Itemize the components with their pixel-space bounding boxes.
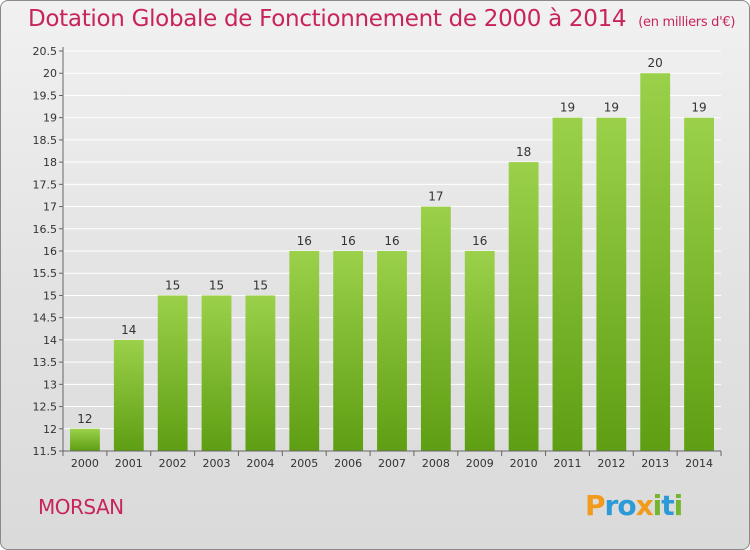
value-label: 20 (648, 56, 663, 70)
y-tick-label: 12.5 (33, 401, 58, 414)
value-label: 12 (77, 412, 92, 426)
value-label: 14 (121, 323, 136, 337)
bar (245, 295, 276, 451)
value-label: 15 (165, 278, 180, 292)
bar (420, 206, 451, 451)
x-tick-label: 2008 (422, 457, 450, 470)
x-tick-label: 2004 (246, 457, 274, 470)
x-tick-label: 2000 (71, 457, 99, 470)
value-label: 18 (516, 145, 531, 159)
unit-label: (en milliers d'€) (638, 15, 736, 30)
value-label: 19 (560, 101, 575, 115)
logo-letter: i (652, 489, 663, 522)
bar (684, 117, 714, 452)
x-tick-label: 2007 (378, 457, 406, 470)
y-tick-label: 12 (43, 423, 57, 436)
y-tick-label: 19 (43, 112, 57, 125)
x-tick-label: 2011 (553, 457, 581, 470)
value-label: 15 (209, 278, 224, 292)
x-tick-label: 2002 (159, 457, 187, 470)
y-tick-label: 14.5 (33, 312, 58, 325)
logo-letter: o (617, 489, 636, 522)
bar (640, 73, 671, 451)
y-tick-label: 16 (43, 245, 57, 258)
value-label: 19 (691, 101, 706, 115)
x-tick-label: 2013 (641, 457, 669, 470)
y-tick-label: 11.5 (33, 445, 58, 458)
bar (464, 251, 495, 451)
y-tick-label: 20 (43, 67, 57, 80)
x-tick-label: 2012 (597, 457, 625, 470)
bar (157, 295, 188, 451)
x-tick-label: 2003 (203, 457, 231, 470)
y-tick-label: 13.5 (33, 356, 58, 369)
x-tick-label: 2010 (510, 457, 538, 470)
logo-letter: r (604, 489, 619, 522)
logo-letter: t (661, 489, 674, 522)
chart-title: Dotation Globale de Fonctionnement de 20… (28, 6, 735, 32)
y-tick-label: 20.5 (33, 45, 58, 58)
bar (552, 117, 583, 452)
title-text: Dotation Globale de Fonctionnement de 20… (28, 6, 627, 32)
bar (596, 117, 627, 452)
x-tick-label: 2005 (290, 457, 318, 470)
bar (113, 339, 144, 451)
x-tick-label: 2014 (685, 457, 713, 470)
value-label: 16 (297, 234, 312, 248)
logo-letter: x (635, 489, 654, 522)
y-tick-label: 14 (43, 334, 57, 347)
y-tick-label: 18 (43, 156, 57, 169)
bar (508, 162, 539, 451)
y-tick-label: 17 (43, 201, 57, 214)
y-tick-label: 13 (43, 378, 57, 391)
logo-letter: i (673, 489, 684, 522)
x-tick-label: 2009 (466, 457, 494, 470)
x-tick-label: 2006 (334, 457, 362, 470)
y-tick-label: 19.5 (33, 89, 58, 102)
proxiti-logo: Proxiti (585, 489, 684, 522)
value-label: 19 (604, 101, 619, 115)
y-tick-label: 16.5 (33, 223, 58, 236)
y-tick-label: 15.5 (33, 267, 58, 280)
value-label: 16 (384, 234, 399, 248)
bar (201, 295, 232, 451)
logo-letter: P (585, 489, 606, 522)
y-tick-label: 15 (43, 289, 57, 302)
value-label: 17 (428, 190, 443, 204)
y-tick-label: 17.5 (33, 178, 58, 191)
value-label: 15 (253, 278, 268, 292)
bar (289, 251, 320, 451)
x-tick-label: 2001 (115, 457, 143, 470)
bar (377, 251, 407, 451)
value-label: 16 (340, 234, 355, 248)
y-tick-label: 18.5 (33, 134, 58, 147)
commune-name: MORSAN (38, 495, 124, 519)
value-label: 16 (472, 234, 487, 248)
bar (70, 428, 100, 451)
bar (333, 251, 364, 451)
